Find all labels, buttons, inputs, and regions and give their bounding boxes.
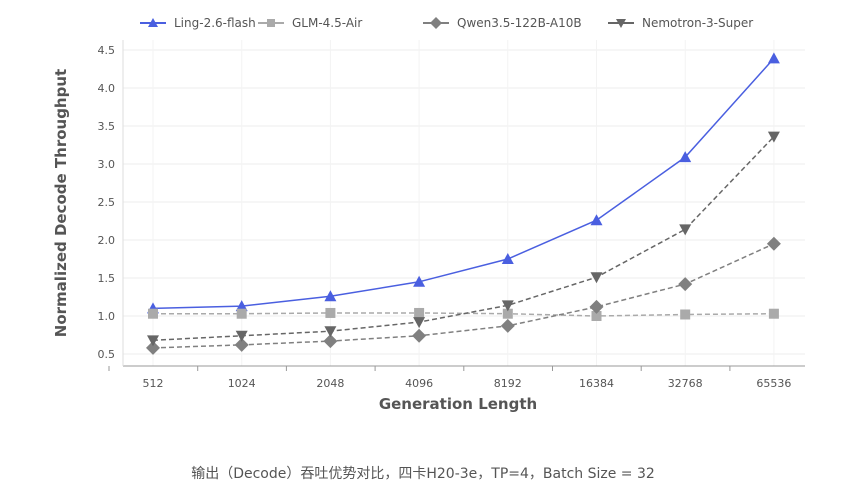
data-point-glm-4-5-air [325,307,336,318]
y-tick-label: 0.5 [98,348,116,361]
legend-marker-nemotron-3-super [616,19,626,28]
y-tick-label: 3.0 [98,158,116,171]
y-tick-label: 4.5 [98,44,116,57]
data-point-nemotron-3-super [235,330,248,342]
data-point-qwen3-5-122b-a10b [766,236,781,251]
plot-area [123,40,805,366]
series-line-qwen3-5-122b-a10b [152,243,775,349]
x-axis-label: Generation Length [379,395,537,413]
y-tick-label: 1.5 [98,272,116,285]
data-point-glm-4-5-air [414,307,425,318]
x-tick-label: 8192 [494,377,522,390]
series-line-ling-2-6-flash [152,57,775,310]
data-point-glm-4-5-air [591,311,602,321]
data-point-ling-2-6-flash [324,290,337,302]
y-axis-label: Normalized Decode Throughput [52,69,70,337]
data-point-ling-2-6-flash [767,52,780,64]
y-tick-label: 2.0 [98,234,116,247]
line-chart: 0.5 1.0 1.5 2.0 2.5 3.0 3.5 4.0 4.5 512 1024 2048 40… [52,16,805,413]
legend-label-glm-4-5-air: GLM-4.5-Air [292,16,362,30]
y-tick-label: 3.5 [98,120,116,133]
data-point-qwen3-5-122b-a10b [146,340,160,355]
y-tick-label: 4.0 [98,82,116,95]
legend-marker-glm-4-5-air [267,19,275,27]
x-tick-label: 4096 [405,377,433,390]
x-tick-label: 512 [143,377,164,390]
y-tick-label: 2.5 [98,196,116,209]
legend-label-ling-2-6-flash: Ling-2.6-flash [174,16,256,30]
data-point-nemotron-3-super [501,300,514,312]
x-tick-label: 32768 [668,377,703,390]
legend-label-qwen3-5-122b-a10b: Qwen3.5-122B-A10B [457,16,582,30]
data-point-ling-2-6-flash [235,300,248,312]
data-point-glm-4-5-air [502,308,513,319]
data-point-qwen3-5-122b-a10b [323,334,338,349]
data-point-glm-4-5-air [768,308,779,319]
data-point-qwen3-5-122b-a10b [234,337,249,352]
data-point-nemotron-3-super [413,317,426,329]
data-point-nemotron-3-super [590,272,603,284]
data-point-glm-4-5-air [148,308,158,319]
legend-label-nemotron-3-super: Nemotron-3-Super [642,16,753,30]
data-point-nemotron-3-super [767,131,780,143]
x-tick-label: 65536 [756,377,791,390]
legend-marker-qwen3-5-122b-a10b [430,17,442,29]
x-tick-label: 16384 [579,377,614,390]
x-tick-label: 1024 [228,377,256,390]
data-point-nemotron-3-super [679,224,692,236]
data-point-nemotron-3-super [324,326,337,338]
data-point-qwen3-5-122b-a10b [500,318,515,333]
data-point-glm-4-5-air [236,308,247,319]
data-point-ling-2-6-flash [501,253,514,264]
data-point-qwen3-5-122b-a10b [678,277,693,292]
data-point-ling-2-6-flash [413,275,426,287]
data-point-qwen3-5-122b-a10b [412,328,427,343]
data-point-glm-4-5-air [680,309,691,320]
data-point-ling-2-6-flash [590,214,603,226]
y-tick-label: 1.0 [98,310,116,323]
legend-marker-ling-2-6-flash [148,18,158,27]
x-tick-label: 2048 [316,377,344,390]
data-point-nemotron-3-super [147,335,159,347]
data-point-ling-2-6-flash [679,151,692,163]
chart-caption: 输出（Decode）吞吐优势对比，四卡H20-3e，TP=4，Batch Siz… [191,466,655,482]
data-point-qwen3-5-122b-a10b [589,299,604,314]
